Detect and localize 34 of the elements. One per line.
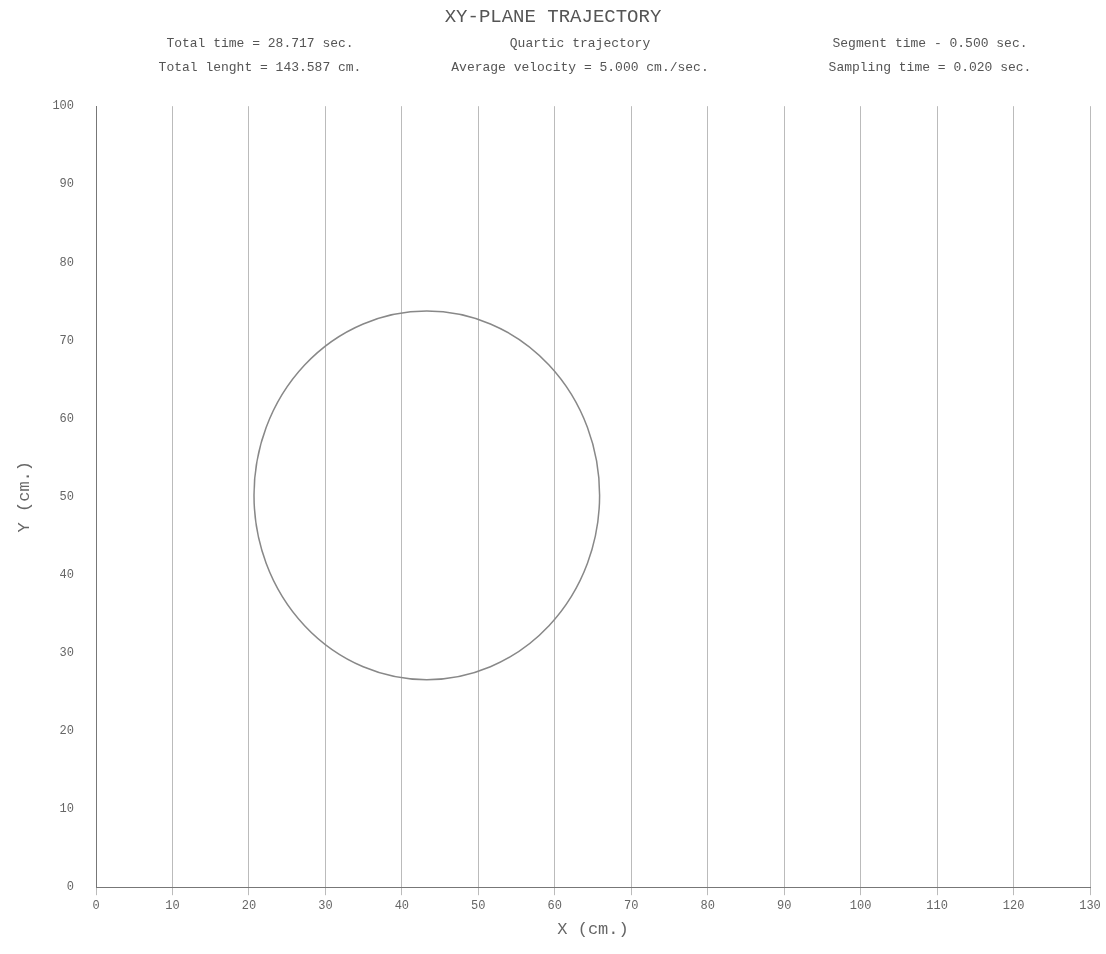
x-tick-label: 20	[241, 898, 257, 913]
text: Average velocity = 5.000 cm./sec.	[451, 60, 709, 75]
text: Total lenght = 143.587 cm.	[158, 60, 362, 75]
x-tick-label: 100	[849, 898, 872, 913]
y-tick-label: 60	[59, 411, 74, 426]
x-tick-label: 120	[1002, 898, 1025, 913]
text: Quartic trajectory	[509, 36, 651, 51]
y-tick-label: 50	[59, 489, 74, 504]
y-tick-label: 20	[59, 724, 74, 739]
y-tick-label: 0	[66, 880, 74, 895]
x-tick-label: 10	[165, 898, 180, 913]
x-tick-label: 60	[547, 898, 562, 913]
y-tick-label: 100	[52, 99, 74, 114]
x-tick-label: 130	[1079, 898, 1101, 913]
text: Sampling time = 0.020 sec.	[828, 60, 1032, 75]
chart-title: XY-PLANE TRAJECTORY	[443, 6, 663, 28]
y-tick-label: 30	[59, 646, 74, 661]
y-tick-label: 80	[59, 255, 74, 270]
x-axis-title: X (cm.)	[557, 920, 629, 940]
x-tick-label: 110	[926, 898, 948, 913]
x-tick-label: 90	[776, 898, 792, 913]
x-tick-label: 80	[700, 898, 715, 913]
text: Total time = 28.717 sec.	[166, 36, 354, 51]
y-tick-label: 40	[59, 567, 74, 582]
x-tick-label: 0	[92, 898, 100, 913]
x-tick-label: 40	[394, 898, 410, 913]
y-tick-label: 90	[59, 177, 74, 192]
y-tick-label: 10	[59, 802, 74, 817]
x-tick-label: 50	[471, 898, 486, 913]
y-axis-title: Y (cm.)	[14, 460, 34, 533]
x-tick-label: 70	[624, 898, 639, 913]
y-tick-label: 70	[59, 333, 74, 348]
x-tick-label: 30	[318, 898, 333, 913]
text: Segment time - 0.500 sec.	[832, 36, 1028, 51]
